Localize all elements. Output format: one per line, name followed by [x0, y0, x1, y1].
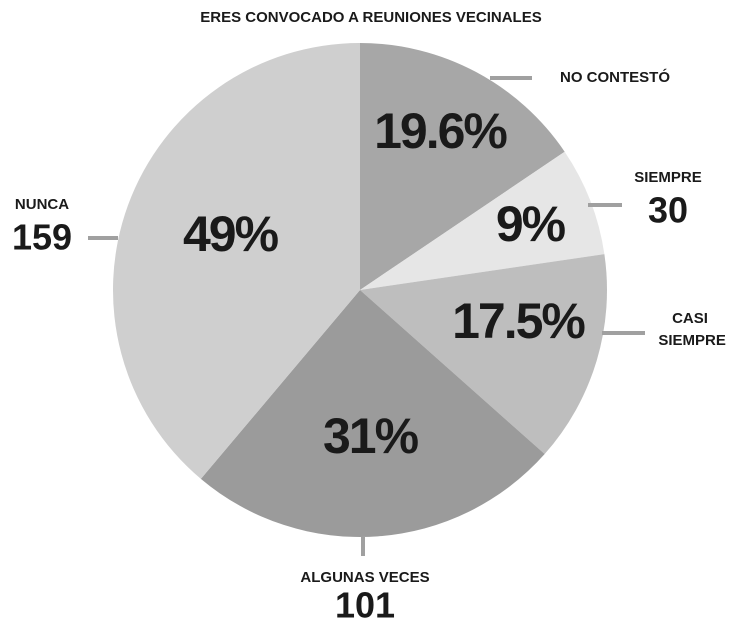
category-label: NUNCA: [15, 196, 69, 213]
chart-title: ERES CONVOCADO A REUNIONES VECINALES: [200, 9, 541, 26]
percent-label: 17.5%: [452, 293, 585, 349]
category-label: ALGUNAS VECES: [300, 569, 429, 586]
count-label: 159: [12, 217, 72, 258]
category-label: CASI SIEMPRE: [654, 310, 726, 349]
category-label: NO CONTESTÓ: [560, 68, 670, 86]
pie-slice: [360, 43, 565, 290]
pie-slice: [360, 151, 605, 290]
percent-label: 49%: [183, 206, 279, 262]
category-label: SIEMPRE: [634, 169, 702, 186]
pie-slice: [200, 290, 545, 537]
percent-label: 19.6%: [374, 103, 507, 159]
pie-slice: [112, 43, 360, 479]
count-label: 30: [648, 190, 688, 231]
percent-label: 9%: [496, 196, 566, 252]
pie-slice: [360, 254, 607, 455]
count-label: 101: [335, 585, 395, 625]
percent-label: 31%: [323, 408, 419, 464]
